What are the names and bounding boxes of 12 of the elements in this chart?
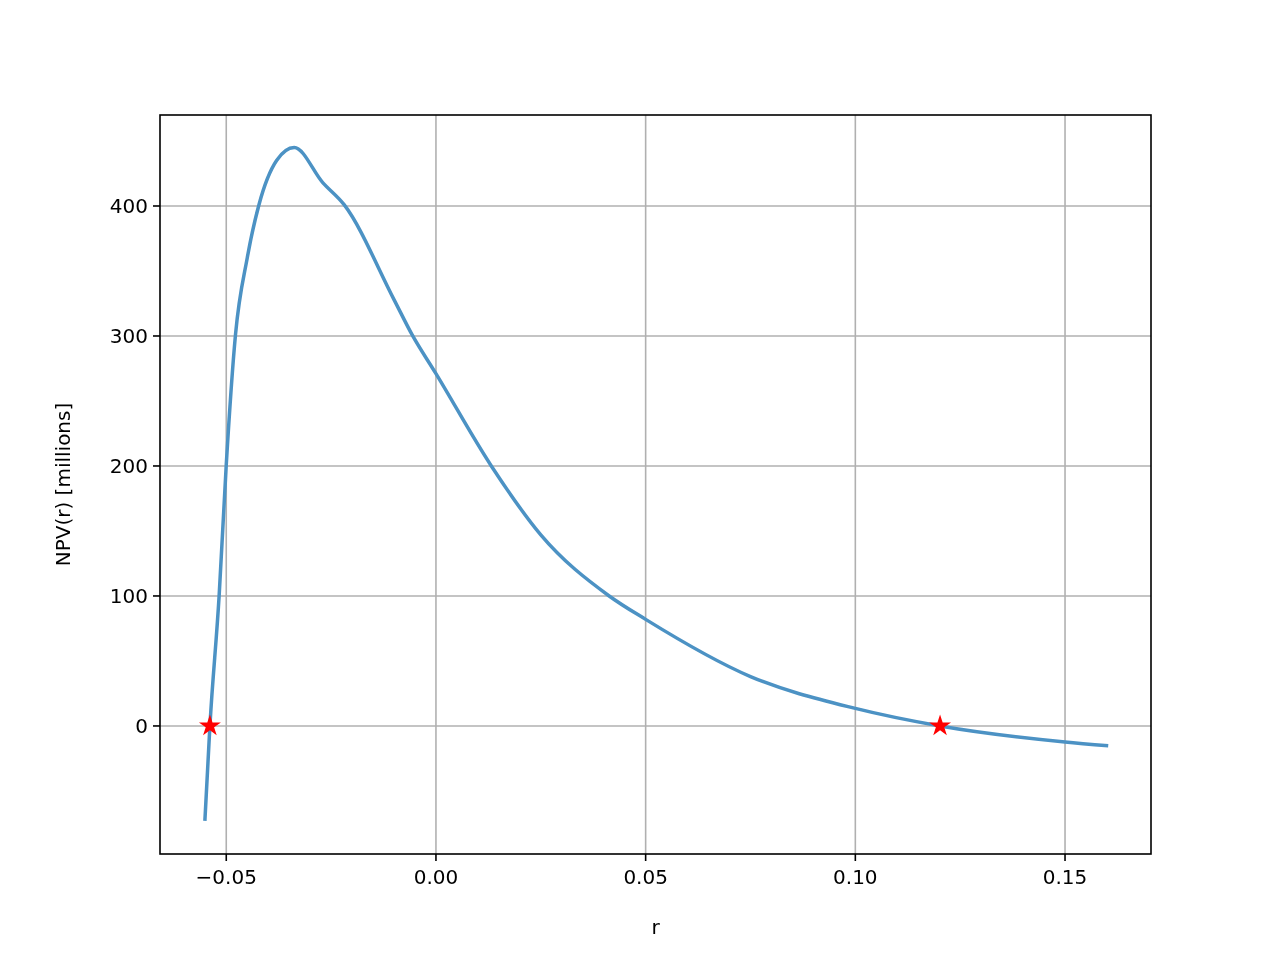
y-axis-title: NPV(r) [millions]: [51, 402, 75, 567]
y-tick-label: 200: [109, 453, 148, 478]
y-tick-label: 100: [109, 583, 148, 608]
x-axis-title: r: [651, 915, 661, 939]
x-tick-label: 0.00: [413, 865, 459, 889]
x-tick-label: 0.10: [833, 865, 878, 889]
y-tick-label: 300: [109, 323, 148, 348]
x-tick-label: 0.15: [1042, 865, 1088, 889]
y-tick-label: 400: [109, 193, 148, 218]
x-tick-label: 0.05: [623, 865, 668, 889]
y-tick-label: 0: [135, 713, 148, 738]
x-tick-label: −0.05: [195, 865, 257, 889]
